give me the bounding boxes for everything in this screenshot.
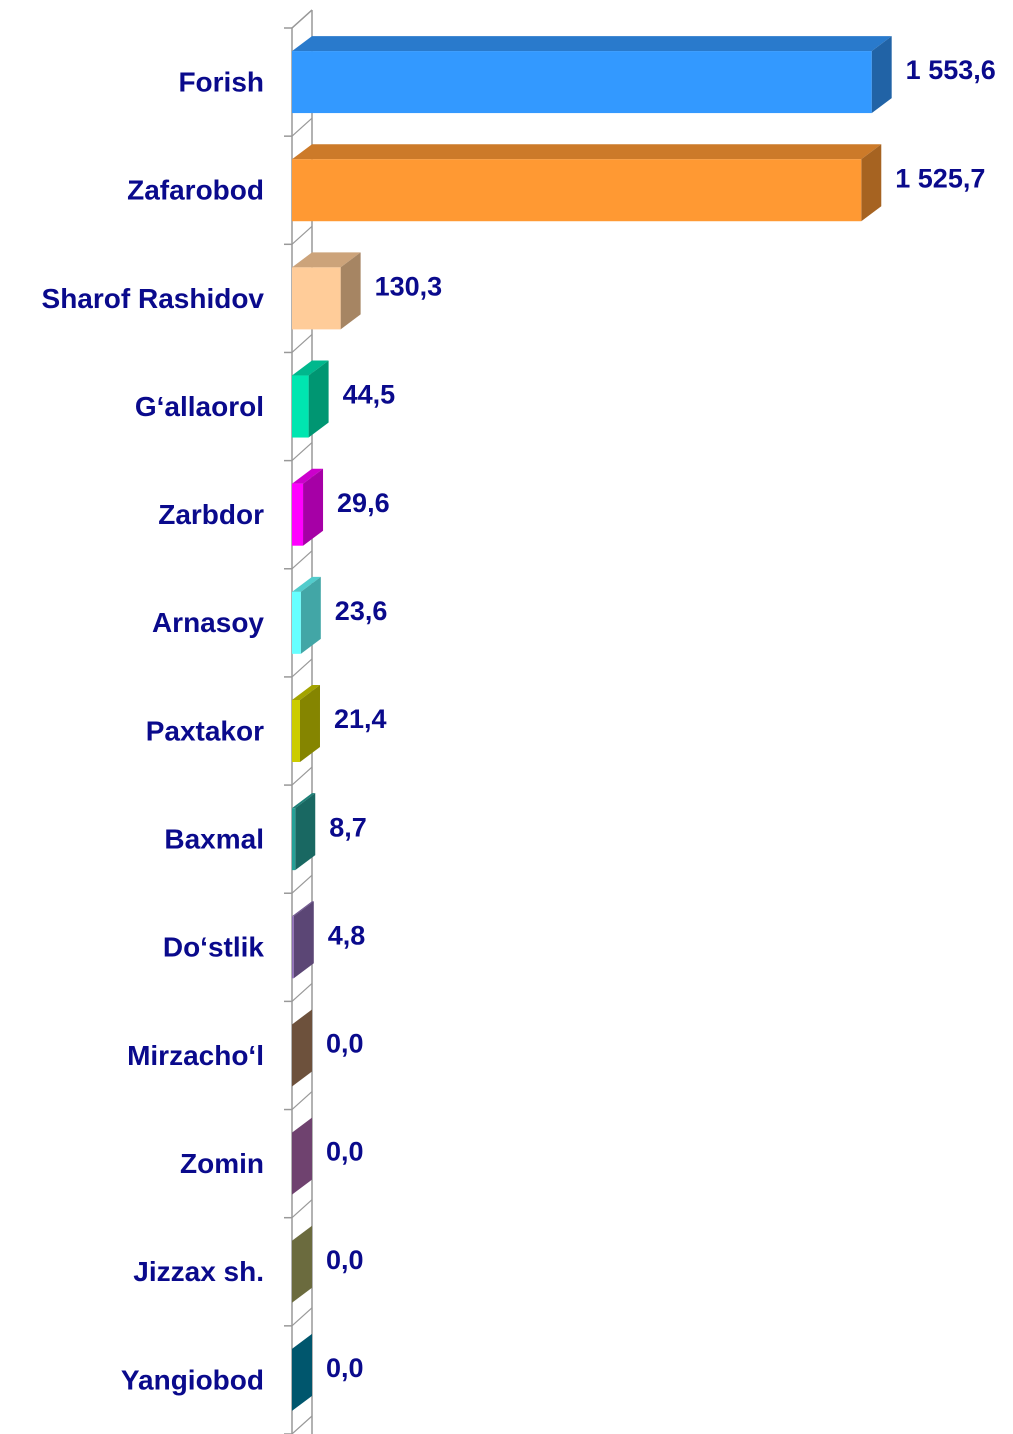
category-label: Paxtakor bbox=[146, 715, 264, 746]
bar-front bbox=[292, 700, 300, 762]
value-label: 23,6 bbox=[335, 596, 388, 626]
bar bbox=[292, 36, 892, 114]
category-label: Sharof Rashidov bbox=[42, 283, 265, 314]
bar-side bbox=[292, 1009, 312, 1087]
bar bbox=[292, 901, 314, 979]
bar-top bbox=[292, 252, 361, 268]
bar-top bbox=[292, 901, 314, 917]
value-label: 130,3 bbox=[375, 272, 443, 302]
axis-tick bbox=[291, 766, 313, 786]
bar-side bbox=[292, 1333, 312, 1411]
bar-top bbox=[292, 360, 329, 376]
category-label: Arnasoy bbox=[152, 607, 264, 638]
bar-front bbox=[292, 591, 301, 654]
bar-front bbox=[292, 483, 304, 546]
bar bbox=[292, 1009, 312, 1087]
axis-tick bbox=[291, 1091, 313, 1110]
bar-side bbox=[308, 360, 329, 438]
bar-front bbox=[292, 267, 341, 330]
bar-front bbox=[292, 375, 309, 438]
bar bbox=[292, 360, 329, 438]
value-label: 0,0 bbox=[326, 1245, 364, 1275]
bar-side bbox=[299, 685, 320, 762]
axis-tick bbox=[291, 982, 313, 1002]
bar-side bbox=[861, 144, 882, 222]
bar-side bbox=[340, 252, 361, 330]
category-label: Forish bbox=[178, 66, 264, 97]
value-label: 4,8 bbox=[328, 920, 366, 950]
bar-top bbox=[292, 685, 320, 700]
category-label: Baxmal bbox=[164, 824, 264, 855]
bar-side bbox=[292, 1117, 312, 1195]
axis-tick bbox=[291, 442, 313, 462]
bar bbox=[292, 576, 321, 654]
bar bbox=[292, 468, 324, 546]
axis-tick bbox=[291, 1307, 313, 1327]
bar bbox=[292, 685, 320, 762]
bar-front bbox=[292, 159, 862, 222]
value-label: 0,0 bbox=[326, 1029, 364, 1059]
bar-side bbox=[871, 36, 892, 114]
category-label: Zafarobod bbox=[127, 175, 264, 206]
bar-side bbox=[303, 468, 324, 546]
value-label: 44,5 bbox=[343, 380, 396, 410]
bar-side bbox=[293, 901, 314, 979]
category-label: Do‘stlik bbox=[163, 932, 265, 963]
bar-top bbox=[292, 468, 324, 484]
axis-tick bbox=[291, 117, 313, 137]
bar-top bbox=[292, 144, 882, 160]
axis-tick bbox=[291, 225, 313, 245]
axis-tick bbox=[291, 1415, 313, 1434]
bar-front bbox=[292, 916, 294, 979]
category-label: Mirzacho‘l bbox=[127, 1040, 264, 1071]
bar bbox=[292, 1333, 312, 1411]
bar bbox=[292, 793, 316, 871]
bar-top bbox=[292, 793, 316, 809]
value-label: 1 525,7 bbox=[895, 163, 985, 193]
category-label: G‘allaorol bbox=[135, 391, 264, 422]
value-label: 0,0 bbox=[326, 1353, 364, 1383]
category-label: Jizzax sh. bbox=[133, 1256, 264, 1287]
category-label: Zarbdor bbox=[158, 499, 264, 530]
bar bbox=[292, 1225, 312, 1303]
axis-tick bbox=[291, 334, 313, 353]
axis-tick bbox=[291, 1199, 313, 1219]
value-label: 0,0 bbox=[326, 1137, 364, 1167]
bar-side bbox=[295, 793, 316, 871]
value-label: 21,4 bbox=[334, 704, 387, 734]
bar-side bbox=[300, 576, 321, 654]
bar bbox=[292, 144, 882, 222]
bar-front bbox=[292, 808, 296, 871]
category-label: Zomin bbox=[180, 1148, 264, 1179]
bar-top bbox=[292, 576, 321, 592]
bar-top bbox=[292, 36, 892, 52]
category-label: Yangiobod bbox=[121, 1364, 264, 1395]
bar bbox=[292, 1117, 312, 1195]
axis-tick bbox=[291, 550, 313, 570]
bar bbox=[292, 252, 361, 330]
axis-tick bbox=[291, 658, 313, 678]
value-label: 29,6 bbox=[337, 488, 390, 518]
value-label: 1 553,6 bbox=[906, 55, 996, 85]
bar-side bbox=[292, 1225, 312, 1303]
value-label: 8,7 bbox=[329, 812, 367, 842]
axis-tick bbox=[291, 9, 313, 29]
bar-front bbox=[292, 51, 872, 114]
axis-tick bbox=[291, 874, 313, 894]
